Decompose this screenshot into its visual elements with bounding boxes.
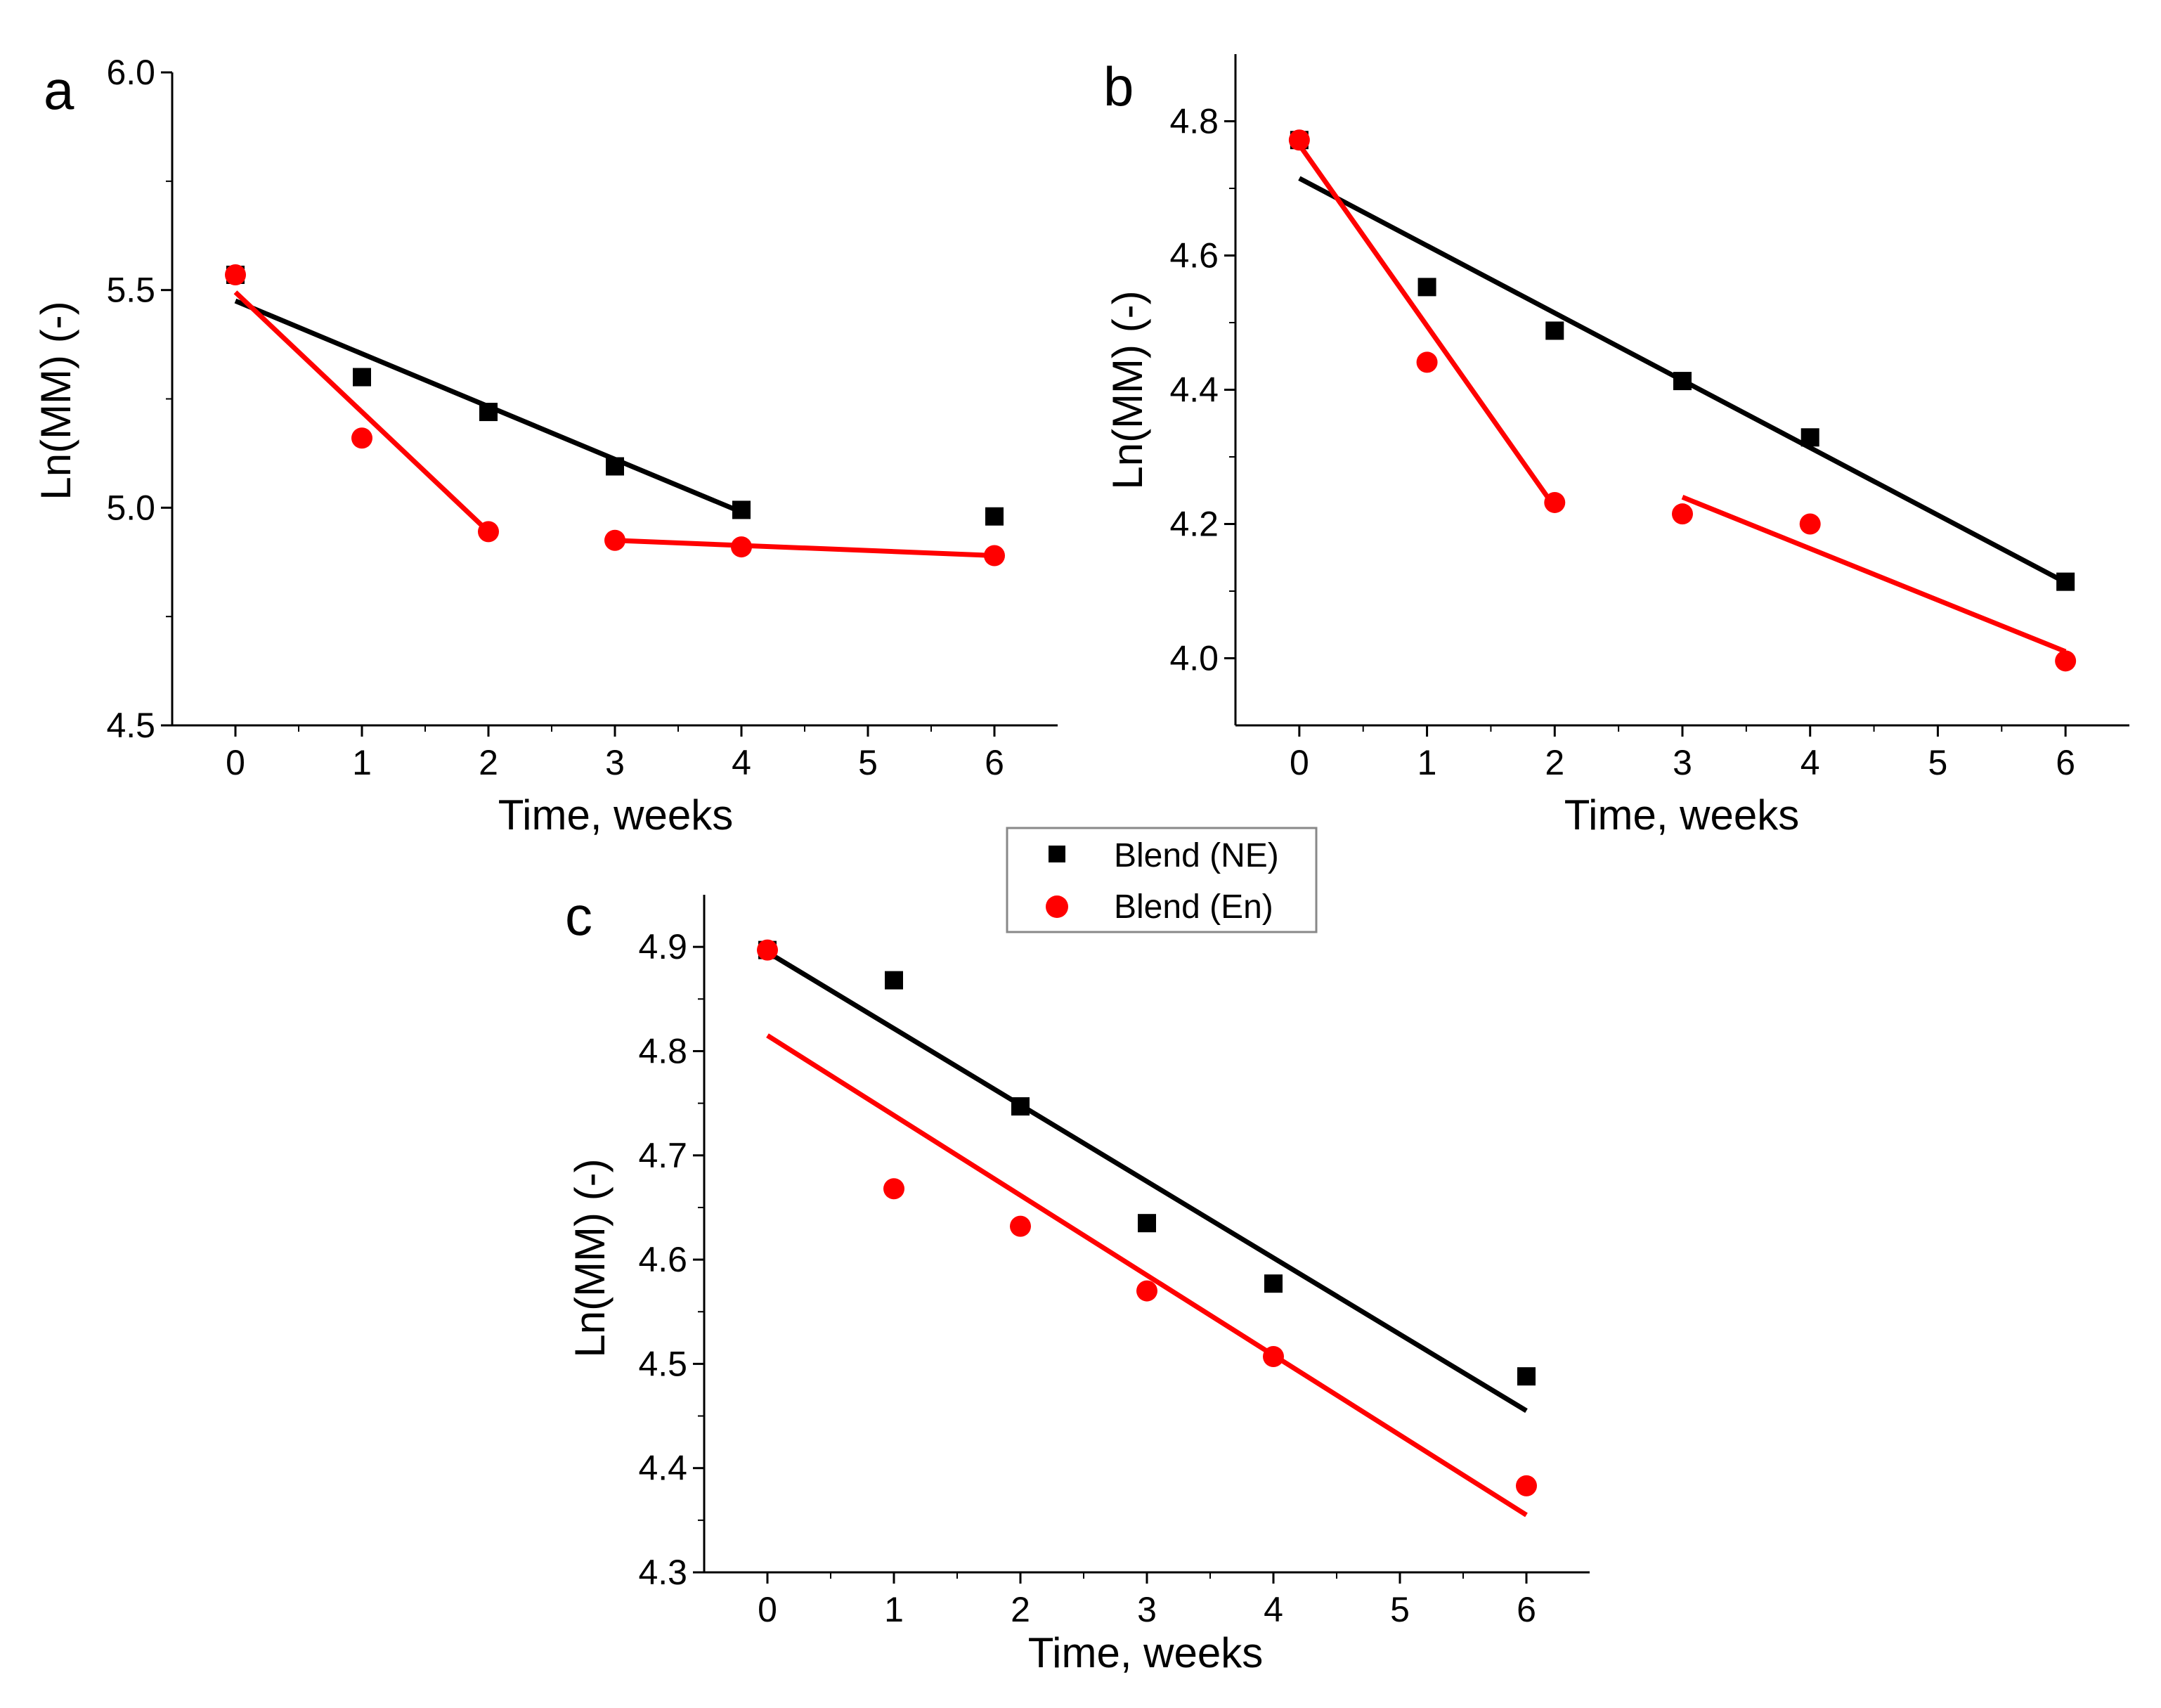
legend-marker-ne	[1049, 846, 1065, 862]
data-point-ne-b	[1417, 278, 1436, 297]
data-point-ne-b	[2056, 572, 2075, 591]
data-point-en-c	[1516, 1475, 1537, 1496]
y-tick-label-c: 4.9	[638, 927, 687, 966]
legend-marker-en	[1046, 895, 1068, 918]
data-point-en-a	[604, 529, 625, 551]
data-point-en-b	[1799, 513, 1821, 535]
x-tick-label-a: 5	[858, 743, 878, 782]
panel-b: b Time, weeks Ln(MM) (-)	[1103, 56, 1799, 839]
data-point-ne-c	[1264, 1274, 1283, 1293]
y-axis-title-b: Ln(MM) (-)	[1104, 290, 1151, 489]
data-point-en-b	[2055, 650, 2077, 672]
plot-area-a: 0 1 2 3 4 5 6 4.5 5.0 5.5 6.0	[106, 53, 1058, 782]
y-axis-title-c: Ln(MM) (-)	[566, 1158, 614, 1357]
data-point-ne-a	[606, 457, 624, 476]
fit-line-b	[1297, 143, 1557, 509]
y-tick-label-c: 4.4	[638, 1449, 687, 1488]
x-tick-label-c: 2	[1011, 1590, 1030, 1629]
legend-label-en: Blend (En)	[1114, 888, 1273, 926]
fit-line-a	[614, 538, 995, 558]
x-tick-label-a: 2	[479, 743, 498, 782]
x-tick-label-b: 3	[1673, 743, 1692, 782]
y-tick-label-a: 4.5	[106, 706, 155, 745]
x-tick-label-b: 4	[1800, 743, 1820, 782]
data-point-ne-b	[1545, 321, 1564, 340]
data-point-ne-c	[1138, 1214, 1156, 1233]
x-tick-label-c: 6	[1517, 1590, 1536, 1629]
x-tick-label-b: 6	[2056, 743, 2075, 782]
y-tick-label-c: 4.8	[638, 1031, 687, 1070]
data-point-en-a	[225, 264, 246, 285]
y-tick-label-b: 4.4	[1169, 370, 1219, 410]
data-point-ne-a	[732, 500, 751, 519]
x-tick-label-c: 4	[1264, 1590, 1283, 1629]
panel-label-b: b	[1103, 56, 1134, 117]
x-axis-title-b: Time, weeks	[1564, 791, 1800, 839]
fit-line-c	[766, 1033, 1528, 1518]
x-tick-label-a: 6	[985, 743, 1004, 782]
y-tick-label-c: 4.5	[638, 1344, 687, 1383]
data-point-ne-c	[885, 971, 903, 990]
plot-layers: 0 1 2 3 4 5 6 4.5 5.0 5.5 6.0 0 1 2 3 4 5 6 4.0 4.2 4.4 4.6 4.…	[106, 53, 2129, 1629]
data-point-en-b	[1672, 503, 1693, 525]
data-point-en-c	[1263, 1346, 1284, 1368]
data-point-en-b	[1288, 129, 1310, 151]
data-point-en-c	[1010, 1215, 1031, 1237]
data-point-en-c	[883, 1178, 904, 1200]
panel-label-c: c	[565, 885, 592, 947]
panel-label-a: a	[44, 59, 74, 121]
x-tick-label-b: 0	[1290, 743, 1309, 782]
data-point-ne-a	[353, 368, 371, 387]
data-point-en-a	[478, 521, 499, 543]
x-tick-label-a: 0	[226, 743, 245, 782]
x-axis-title-c: Time, weeks	[1028, 1629, 1264, 1676]
x-tick-label-c: 5	[1390, 1590, 1410, 1629]
x-tick-label-c: 3	[1137, 1590, 1157, 1629]
data-point-ne-a	[985, 507, 1004, 526]
y-tick-label-c: 4.7	[638, 1136, 687, 1175]
x-tick-label-b: 5	[1928, 743, 1948, 782]
legend-label-ne: Blend (NE)	[1114, 837, 1279, 874]
plot-area-b: 0 1 2 3 4 5 6 4.0 4.2 4.4 4.6 4.8	[1169, 54, 2129, 782]
plot-area-c: 0 1 2 3 4 5 6 4.3 4.4 4.5 4.6 4.7 4.8 4.9	[638, 895, 1590, 1629]
data-point-ne-c	[1011, 1097, 1030, 1116]
fit-line-b	[1681, 495, 2067, 654]
y-tick-label-c: 4.3	[638, 1553, 687, 1592]
y-tick-label-b: 4.8	[1169, 102, 1219, 141]
fit-line-c	[766, 950, 1528, 1413]
data-point-en-b	[1416, 351, 1438, 373]
data-point-en-b	[1544, 491, 1566, 513]
data-point-ne-b	[1800, 428, 1819, 447]
x-tick-label-a: 4	[732, 743, 751, 782]
data-point-ne-b	[1673, 372, 1692, 391]
x-tick-label-b: 2	[1545, 743, 1564, 782]
data-point-en-c	[757, 939, 778, 961]
data-point-ne-a	[479, 403, 498, 422]
x-tick-label-a: 3	[605, 743, 625, 782]
x-tick-label-b: 1	[1417, 743, 1437, 782]
data-point-en-a	[731, 536, 752, 558]
y-tick-label-a: 6.0	[106, 53, 155, 92]
panel-a: a Time, weeks Ln(MM) (-)	[32, 59, 733, 839]
y-tick-label-b: 4.0	[1169, 639, 1219, 678]
data-point-ne-c	[1517, 1367, 1536, 1386]
panel-c: c Time, weeks Ln(MM) (-)	[565, 885, 1263, 1676]
legend: Blend (NE) Blend (En)	[1006, 827, 1318, 933]
y-tick-label-b: 4.2	[1169, 505, 1219, 544]
data-point-en-c	[1136, 1280, 1157, 1302]
y-tick-label-a: 5.5	[106, 271, 155, 310]
y-axis-title-a: Ln(MM) (-)	[32, 301, 79, 500]
y-tick-label-c: 4.6	[638, 1240, 687, 1279]
x-tick-label-c: 0	[758, 1590, 777, 1629]
x-tick-label-c: 1	[884, 1590, 904, 1629]
x-tick-label-a: 1	[352, 743, 372, 782]
data-point-en-a	[351, 427, 372, 449]
x-axis-title-a: Time, weeks	[498, 791, 734, 839]
data-point-en-a	[984, 545, 1005, 567]
fit-line-a	[233, 290, 491, 533]
y-tick-label-b: 4.6	[1169, 236, 1219, 276]
y-tick-label-a: 5.0	[106, 488, 155, 527]
